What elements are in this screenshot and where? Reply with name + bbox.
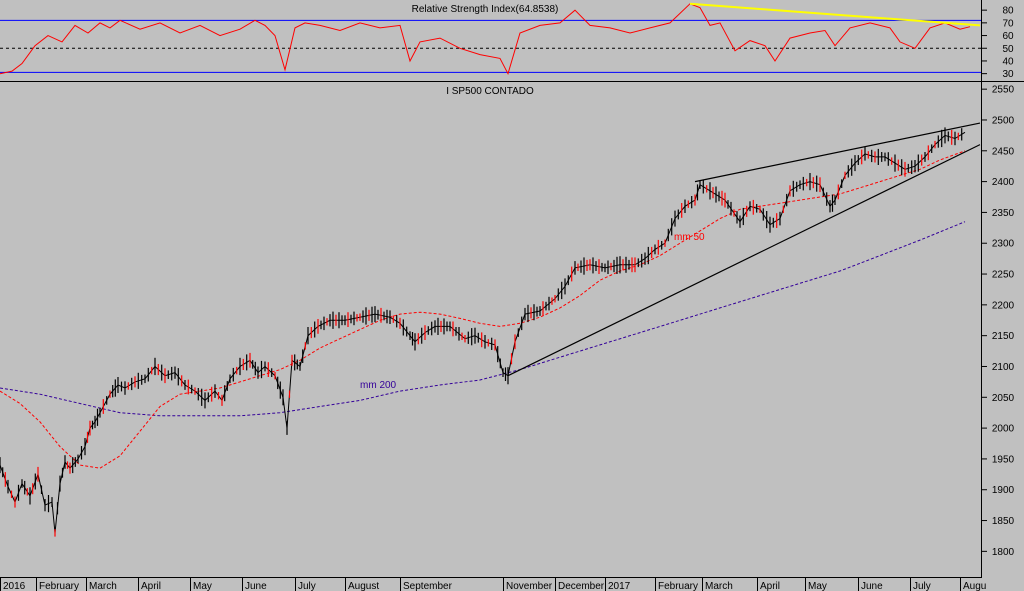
price-trendline-1: [694, 122, 981, 183]
rsi-series-line: [0, 3, 971, 76]
x-tick-label: February: [39, 581, 79, 591]
x-tick-label: June: [245, 581, 267, 591]
x-tick-label: September: [403, 581, 453, 591]
x-tick-label: July: [298, 581, 316, 591]
price-tick-label: 1900: [992, 485, 1015, 496]
mm200-label: mm 200: [360, 380, 397, 391]
x-tick-label: Augu: [963, 581, 986, 591]
rsi-tick-label: 70: [1002, 18, 1014, 29]
price-tick-label: 2050: [992, 393, 1015, 404]
mm200-series-line: [0, 221, 966, 417]
x-tick-label: April: [141, 581, 161, 591]
price-tick-label: 2550: [992, 85, 1015, 96]
price-tick-label: 2100: [992, 362, 1015, 373]
x-tick-label: 2017: [608, 581, 631, 591]
rsi-tick-label: 40: [1002, 56, 1014, 67]
x-tick-label: March: [89, 581, 117, 591]
price-tick-label: 2350: [992, 208, 1015, 219]
x-tick-label: February: [658, 581, 698, 591]
x-tick-label: March: [705, 581, 733, 591]
price-tick-label: 2150: [992, 331, 1015, 342]
rsi-tick-label: 60: [1002, 31, 1014, 42]
price-tick-label: 1950: [992, 454, 1015, 465]
rsi-tick-label: 80: [1002, 6, 1014, 17]
price-tick-label: 2450: [992, 146, 1015, 157]
x-tick-label: May: [808, 581, 827, 591]
price-series-line: [0, 131, 966, 533]
mm50-label: mm 50: [674, 232, 705, 243]
price-tick-label: 2500: [992, 115, 1015, 126]
rsi-trendline: [689, 2, 981, 27]
x-tick-label: November: [506, 581, 553, 591]
rsi-title: Relative Strength Index(64.8538): [412, 4, 559, 15]
rsi-tick-label: 30: [1002, 69, 1014, 80]
x-tick-label: December: [558, 581, 605, 591]
price-axis-ticks: 1800 1850 1900 1950 2000 2050 2100 2150 2200 2250…: [982, 85, 1015, 558]
x-tick-label: June: [861, 581, 883, 591]
x-tick-label: 2016: [3, 581, 26, 591]
price-bars: [0, 127, 963, 537]
rsi-reference-lines: [0, 19, 982, 73]
x-axis-labels: 2016 February March April May June July August S…: [0, 577, 986, 591]
x-tick-label: April: [760, 581, 780, 591]
price-tick-label: 2300: [992, 239, 1015, 250]
price-trendlines: [507, 122, 981, 377]
price-title: I SP500 CONTADO: [446, 86, 534, 97]
x-tick-label: August: [348, 581, 379, 591]
x-tick-label: July: [913, 581, 931, 591]
price-tick-label: 1800: [992, 547, 1015, 558]
price-trendline-0: [507, 144, 981, 377]
mm50-series-line: [0, 150, 966, 469]
price-tick-label: 2400: [992, 177, 1015, 188]
price-panel: I SP500 CONTADO mm 50 mm 200 1800 1850 190…: [0, 85, 1015, 558]
price-tick-label: 2250: [992, 270, 1015, 281]
price-tick-label: 1850: [992, 516, 1015, 527]
price-tick-label: 2200: [992, 300, 1015, 311]
rsi-tick-label: 50: [1002, 44, 1014, 55]
x-tick-label: May: [193, 581, 212, 591]
price-tick-label: 2000: [992, 424, 1015, 435]
